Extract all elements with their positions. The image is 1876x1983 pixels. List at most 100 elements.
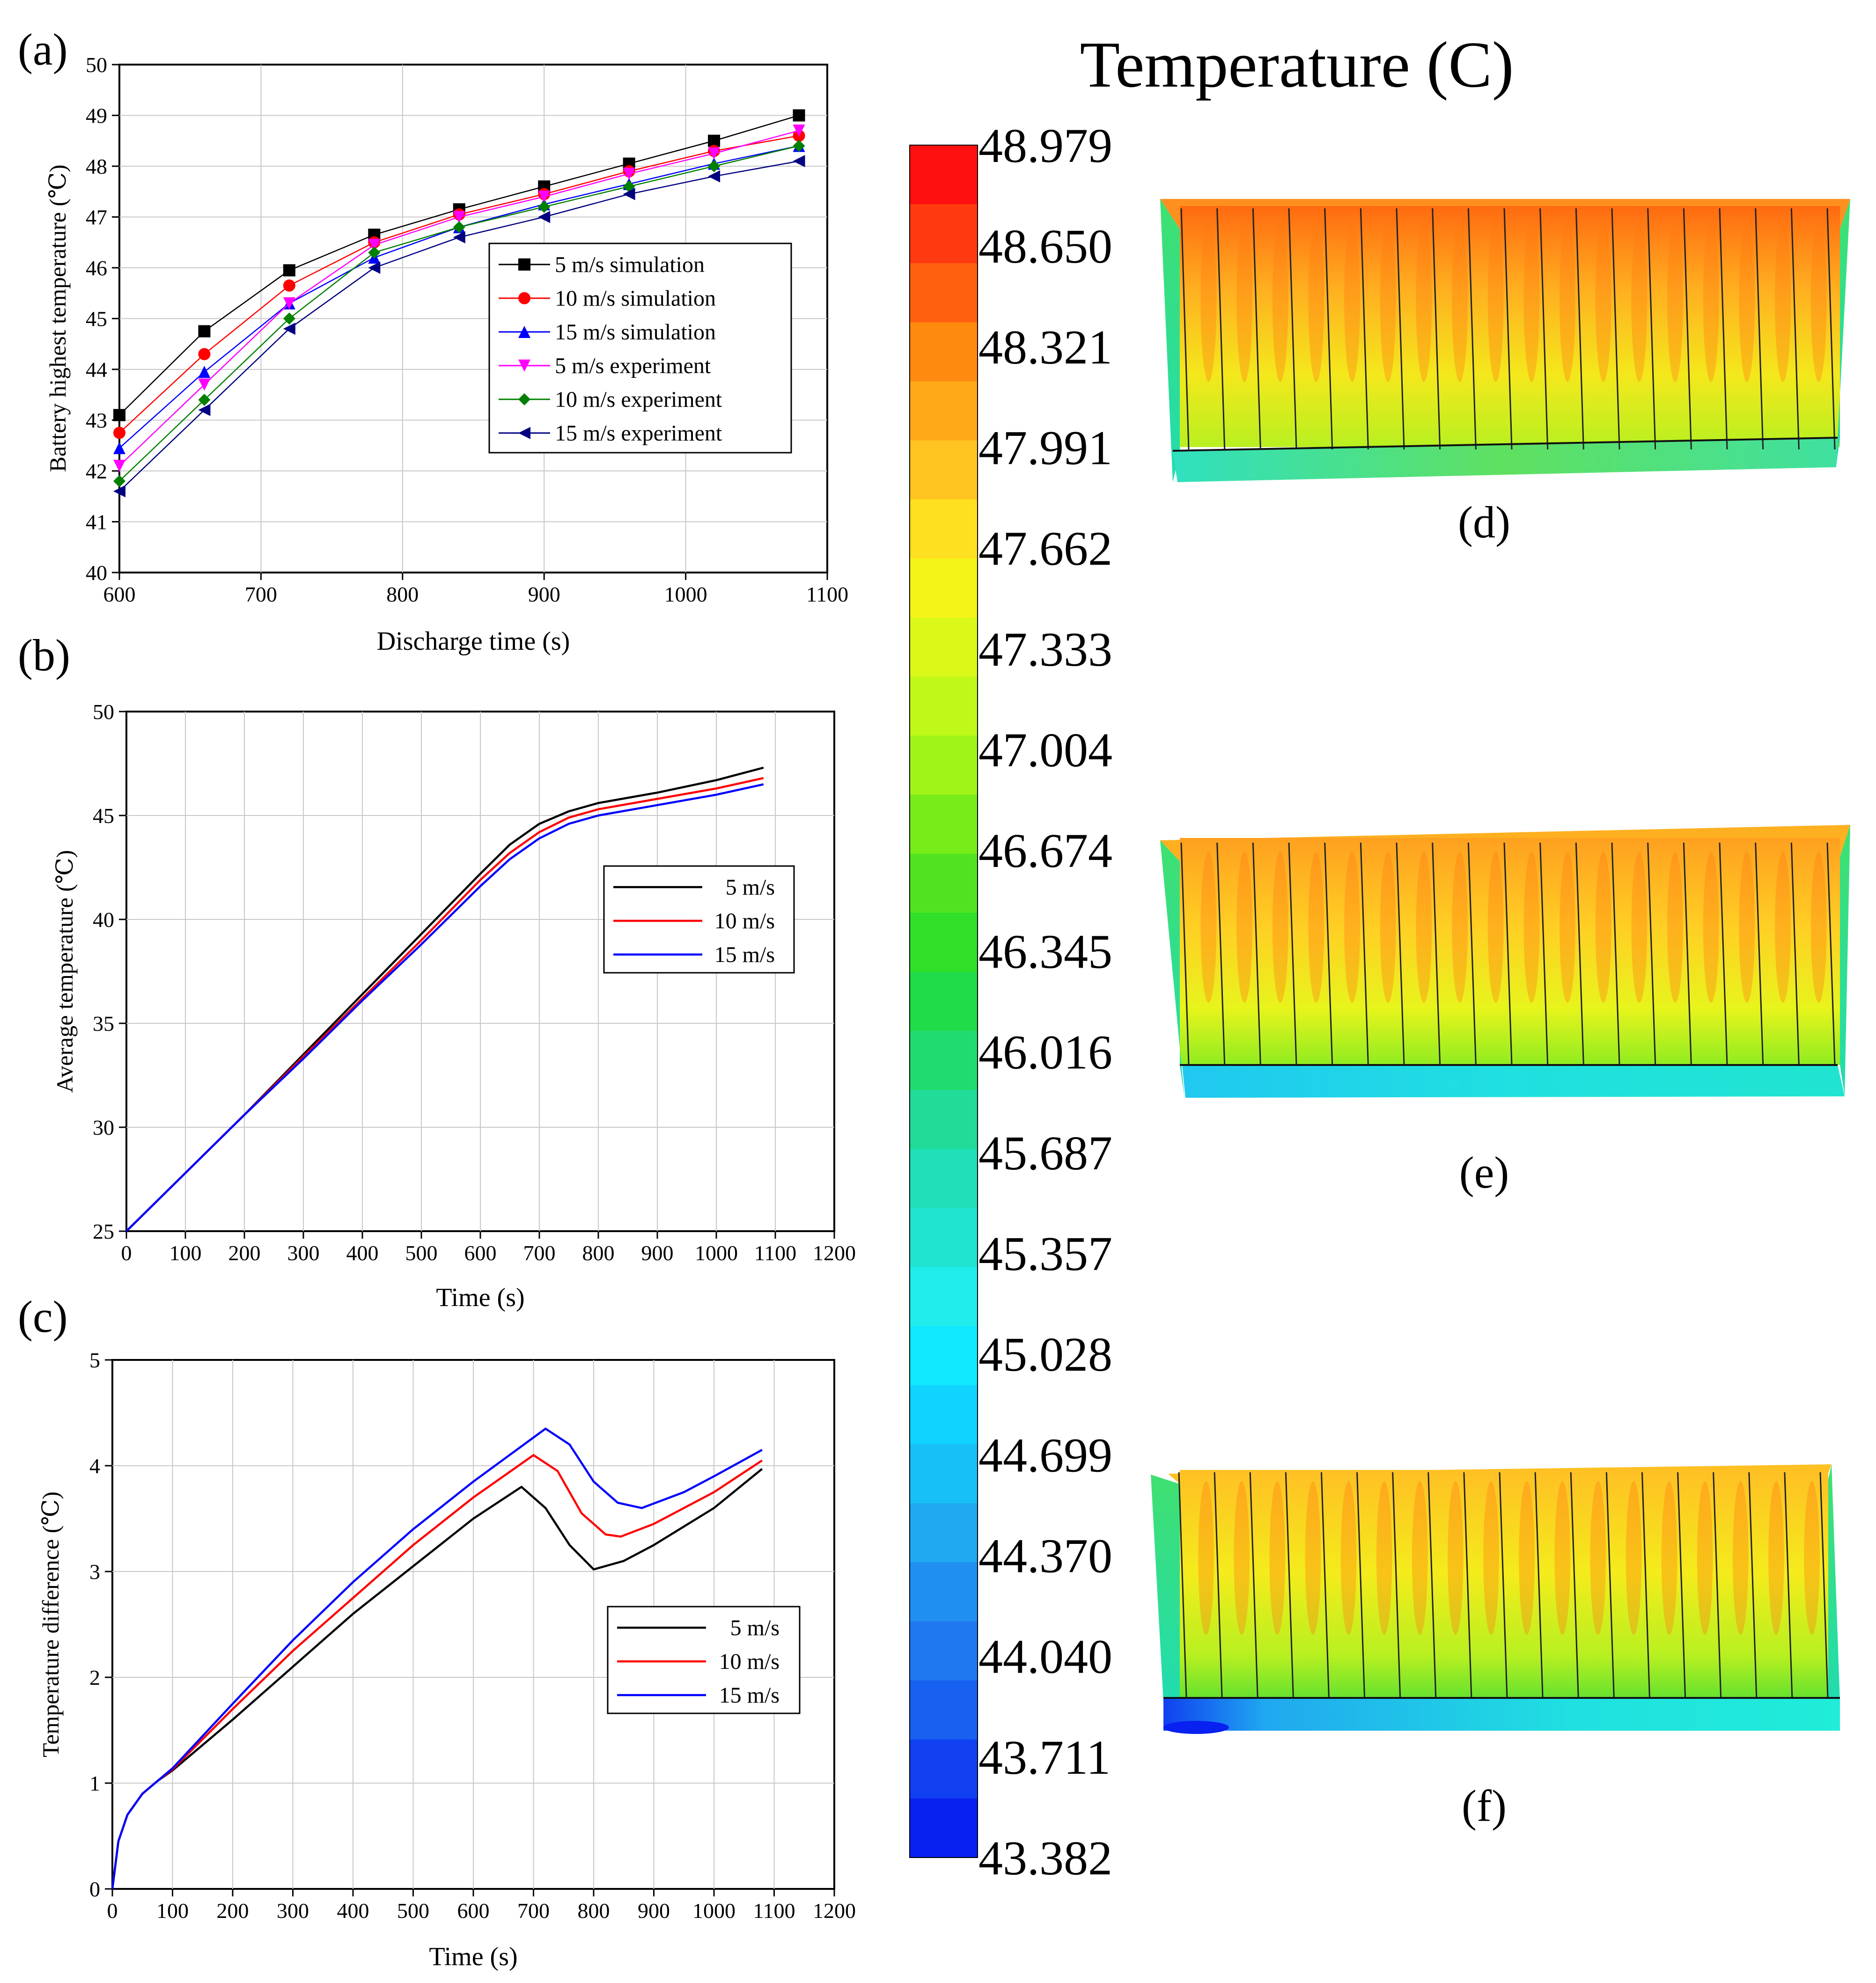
- x-tick-label: 100: [169, 1241, 202, 1265]
- cell-divider: [1647, 208, 1656, 450]
- legend-b: 5 m/s 10 m/s 15 m/s: [603, 865, 795, 974]
- data-point: [113, 426, 125, 439]
- x-tick-label: 1200: [813, 1241, 856, 1265]
- cell-divider: [1432, 842, 1441, 1065]
- y-tick-label: 40: [86, 561, 107, 585]
- cell-divider: [1288, 842, 1297, 1065]
- cell-hot-core: [1810, 218, 1827, 382]
- cell-divider: [1713, 1472, 1722, 1698]
- y-tick-label: 0: [89, 1877, 100, 1901]
- legend-marker: [518, 258, 530, 271]
- cell-divider: [1178, 1472, 1187, 1698]
- colorbar-tick-label: 44.699: [978, 1428, 1112, 1482]
- cell-hot-core: [1768, 1481, 1784, 1635]
- legend-label: 15 m/s: [719, 1683, 780, 1708]
- contour-panel-d: (d): [1160, 199, 1850, 547]
- series-line-3: [111, 1427, 763, 1889]
- cell-hot-core: [1452, 218, 1468, 382]
- cell-hot-core: [1487, 218, 1504, 382]
- x-tick-label: 400: [337, 1899, 369, 1923]
- cell-divider: [1719, 842, 1728, 1065]
- cell-divider: [1641, 1472, 1650, 1698]
- colorbar-band: [910, 499, 978, 559]
- data-point: [368, 239, 381, 251]
- cell-hot-core: [1236, 218, 1252, 382]
- cell-divider: [1396, 842, 1405, 1065]
- cell-divider: [1826, 208, 1836, 450]
- x-tick-label: 900: [641, 1241, 674, 1265]
- battery-pack-f-base: [1163, 1697, 1840, 1731]
- data-point: [198, 404, 211, 416]
- y-tick-label: 25: [93, 1219, 114, 1243]
- x-tick-label: 800: [582, 1241, 615, 1265]
- cell-hot-core: [1554, 1481, 1570, 1635]
- cell-divider: [1392, 1472, 1401, 1698]
- cell-divider: [1180, 208, 1190, 450]
- data-point: [283, 312, 295, 325]
- x-tick-label: 700: [523, 1241, 556, 1265]
- y-tick-label: 3: [89, 1560, 100, 1584]
- data-point: [198, 366, 211, 378]
- data-point: [453, 221, 465, 234]
- data-point: [708, 160, 721, 172]
- data-point: [538, 200, 551, 213]
- cell-divider: [1288, 208, 1297, 450]
- cell-dividers-e: [1180, 842, 1836, 1065]
- colorbar-tick-label: 43.711: [978, 1731, 1111, 1785]
- battery-pack-e-base: [1182, 1065, 1845, 1098]
- contour-panel-e: (e): [1160, 825, 1850, 1197]
- cell-hot-core: [1412, 1481, 1428, 1635]
- cell-divider: [1499, 1472, 1508, 1698]
- cell-hot-core: [1200, 852, 1217, 1003]
- battery-pack-e-left-edge: [1160, 840, 1184, 1098]
- panel-label-c: (c): [18, 1292, 68, 1342]
- legend-label: 5 m/s experiment: [555, 353, 711, 378]
- colorbar-band: [910, 1208, 978, 1268]
- x-axis-label-c: Time (s): [429, 1942, 517, 1971]
- colorbar-tick-label: 45.357: [978, 1227, 1112, 1281]
- cell-divider: [1719, 208, 1728, 450]
- colorbar-tick-label: 47.991: [978, 421, 1112, 475]
- y-tick-label: 45: [93, 804, 114, 828]
- x-tick-label: 1200: [813, 1899, 856, 1923]
- x-axis-label-b: Time (s): [436, 1283, 524, 1312]
- x-tick-label: 300: [277, 1899, 309, 1923]
- cell-hot-core: [1234, 1481, 1250, 1635]
- colorbar-band: [910, 1739, 978, 1799]
- colorbar-frame: [909, 145, 978, 1858]
- x-tick-label: 900: [528, 582, 560, 606]
- x-axis-label-a: Discharge time (s): [377, 627, 570, 656]
- cell-hot-core: [1272, 852, 1288, 1003]
- legend-label: 15 m/s: [714, 942, 775, 967]
- x-tick-label: 600: [103, 582, 136, 606]
- cell-hot-core: [1236, 852, 1252, 1003]
- y-axis-label-b: Average temperature (℃): [51, 850, 78, 1093]
- legend-label: 10 m/s: [714, 909, 775, 933]
- cell-hot-core: [1631, 218, 1648, 382]
- y-tick-label: 48: [86, 154, 107, 178]
- data-point: [793, 140, 805, 152]
- colorbar-band: [910, 617, 978, 677]
- cell-hot-core: [1739, 218, 1755, 382]
- cell-divider: [1252, 208, 1261, 450]
- cell-hot-core: [1590, 1481, 1606, 1635]
- cell-hot-core: [1631, 852, 1648, 1003]
- cell-hot-core: [1560, 218, 1575, 382]
- x-tick-label: 100: [156, 1899, 189, 1923]
- data-point: [113, 475, 125, 487]
- colorbar-tick-label: 45.028: [978, 1328, 1112, 1381]
- data-point: [793, 125, 805, 137]
- battery-pack-e-right-edge: [1840, 825, 1850, 1095]
- ticks-b: 0 100 200 300 400 500 600 700 800 900 1000 1100 1200…: [93, 700, 856, 1265]
- colorbar-band: [910, 676, 978, 736]
- cell-hot-core: [1305, 1481, 1321, 1635]
- colorbar-band: [910, 440, 978, 500]
- cell-divider: [1534, 1472, 1544, 1698]
- cell-divider: [1784, 1472, 1793, 1698]
- cell-hot-core: [1703, 218, 1719, 382]
- data-point: [283, 297, 295, 309]
- cell-divider: [1396, 208, 1405, 450]
- y-tick-label: 50: [93, 700, 114, 724]
- y-tick-label: 47: [86, 206, 107, 229]
